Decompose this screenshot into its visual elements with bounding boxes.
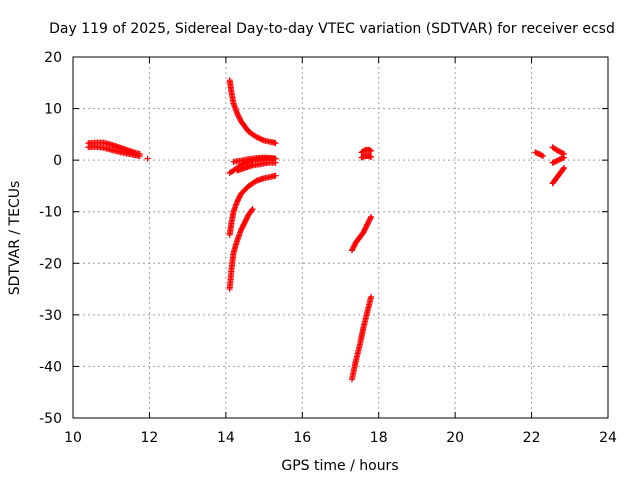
series-track: [226, 77, 279, 147]
series-track: [549, 154, 568, 166]
data-point: [144, 155, 151, 162]
series-track: [358, 153, 375, 161]
data-point: [368, 213, 375, 220]
y-tick-label: 0: [53, 153, 62, 169]
series-track: [234, 159, 279, 174]
plot-border: [72, 56, 609, 419]
y-tick-label: -20: [39, 256, 62, 272]
y-axis: 20 10 0 -10 -20 -30 -40 -50: [39, 50, 608, 427]
data-point: [560, 165, 567, 172]
series-track: [532, 149, 547, 160]
x-tick-label: 20: [446, 430, 464, 446]
data-point: [136, 150, 143, 157]
x-tick-label: 14: [217, 430, 235, 446]
y-tick-label: 10: [44, 102, 62, 118]
chart-title: Day 119 of 2025, Sidereal Day-to-day VTE…: [49, 21, 615, 37]
data-point: [561, 164, 568, 171]
series-track: [358, 146, 375, 156]
y-tick-label: 20: [44, 50, 62, 66]
series-track: [348, 293, 375, 383]
series-track: [144, 155, 151, 162]
data-points: [85, 77, 568, 383]
data-point: [538, 152, 545, 159]
data-point: [540, 153, 547, 160]
data-point: [272, 172, 279, 179]
plot-frame: [72, 56, 609, 419]
x-axis-label: GPS time / hours: [281, 458, 398, 474]
grid: [73, 57, 608, 418]
data-point: [368, 147, 375, 154]
data-point: [368, 154, 375, 161]
y-tick-label: -50: [39, 411, 62, 427]
y-tick-label: -30: [39, 308, 62, 324]
series-track: [348, 213, 375, 254]
data-point: [272, 159, 279, 166]
x-tick-label: 16: [293, 430, 311, 446]
series-track: [85, 139, 143, 157]
data-point: [249, 206, 256, 213]
y-axis-label: SDTVAR / TECUs: [7, 181, 23, 296]
x-tick-label: 10: [64, 430, 82, 446]
series-track: [226, 172, 279, 238]
series-track: [549, 164, 568, 187]
data-point: [272, 140, 279, 147]
data-point: [561, 154, 568, 161]
y-tick-label: -10: [39, 205, 62, 221]
x-axis: 10 12 14 16 18 20 22 24: [64, 57, 617, 446]
series-track: [226, 206, 256, 293]
data-point: [368, 293, 375, 300]
x-tick-label: 18: [370, 430, 388, 446]
data-point: [248, 207, 255, 214]
data-point: [259, 136, 266, 143]
data-point: [367, 215, 374, 222]
y-tick-label: -40: [39, 359, 62, 375]
x-tick-label: 24: [599, 430, 617, 446]
x-tick-label: 22: [523, 430, 541, 446]
x-tick-label: 12: [141, 430, 159, 446]
series-track: [230, 154, 279, 165]
